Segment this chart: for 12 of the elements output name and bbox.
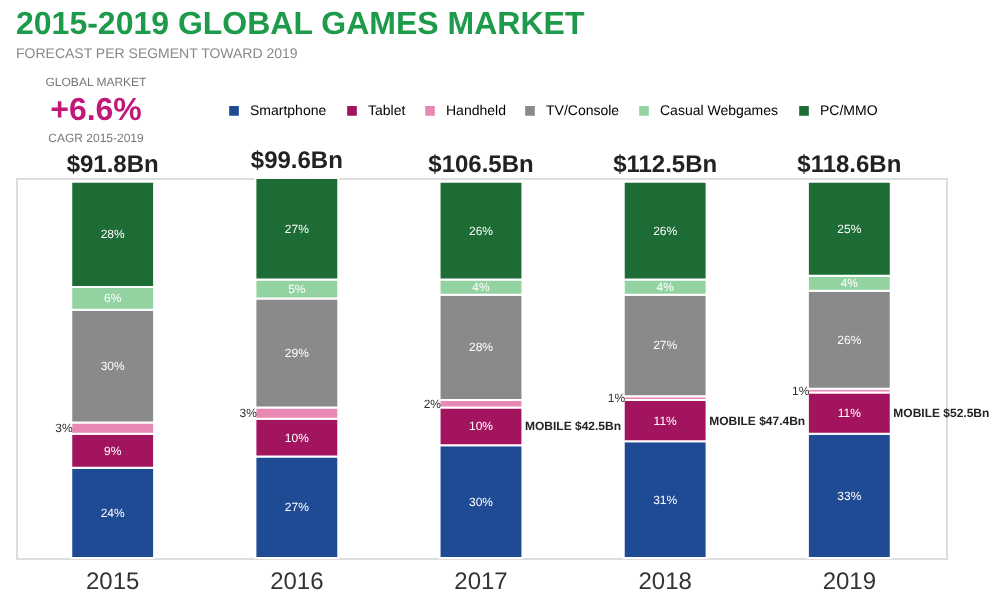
x-tick-label: 2019 [822,567,877,595]
text: $99.6Bn [250,146,343,174]
x-tick-label: 2016 [270,567,325,595]
x-tick-label: 2018 [638,567,693,595]
text: $118.6Bn [797,149,902,178]
text: $91.8Bn [66,149,159,178]
text: $112.5Bn [613,149,718,178]
text: $106.5Bn [428,149,534,178]
text: +6.6% [50,94,142,128]
x-tick-label: 2017 [454,567,509,595]
x-tick-label: 2015 [85,567,141,595]
chart-title: 2015-2019 GLOBAL GAMES MARKET [16,8,585,42]
